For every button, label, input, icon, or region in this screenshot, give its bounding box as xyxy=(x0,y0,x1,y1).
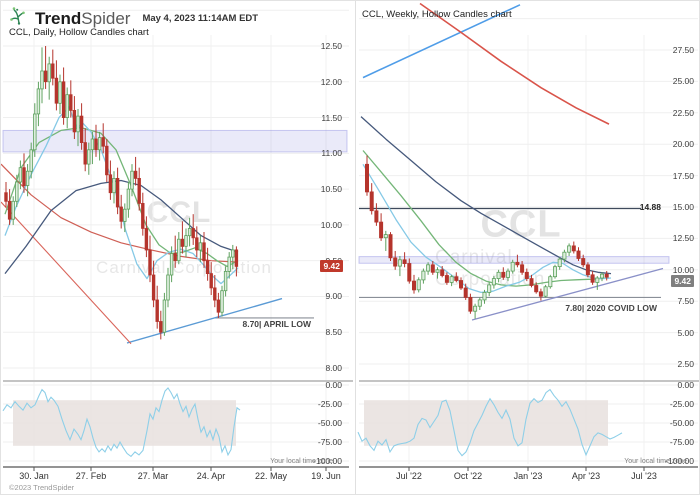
timezone-note-left: Your local time zone xyxy=(270,458,333,465)
y-axis-label: 10.50 xyxy=(320,184,342,195)
x-axis-label: Oct '22 xyxy=(453,471,483,481)
covid-low-annotation: 7.80| 2020 COVID LOW xyxy=(565,303,657,313)
x-axis-label: 22. May xyxy=(254,471,287,481)
header: TrendSpider May 4, 2023 11:14AM EDT xyxy=(9,6,258,31)
x-axis-label: 27. Mar xyxy=(137,471,169,481)
x-axis-label: Jul '23 xyxy=(631,471,657,481)
brand-trend: Trend xyxy=(35,8,82,28)
x-axis-label: 27. Feb xyxy=(75,471,107,481)
last-price-tag-weekly: 9.42 xyxy=(671,275,694,287)
trendspider-logo-icon xyxy=(9,6,29,31)
timezone-note-right: Your local time zone xyxy=(624,458,687,465)
x-axis-label: 24. Apr xyxy=(196,471,226,481)
right-chart-title: CCL, Weekly, Hollow Candles chart xyxy=(362,9,512,20)
y-axis-label: 8.00 xyxy=(325,363,342,374)
y-axis-label: 8.50 xyxy=(325,327,342,338)
y-axis-label: 15.00 xyxy=(672,202,694,212)
weekly-chart-plot-area[interactable] xyxy=(359,35,697,375)
watermark-ticker-left: CCL xyxy=(146,196,212,229)
x-axis-label: Jul '22 xyxy=(396,471,422,481)
y-axis-label: 10.00 xyxy=(672,264,694,275)
y-axis-label: 22.50 xyxy=(672,107,694,118)
oscillator-axis-label: -100.00 xyxy=(313,456,342,466)
oscillator-axis-label: -50.00 xyxy=(669,418,694,428)
x-axis-label: 19. Jun xyxy=(311,471,341,481)
brand-wordmark: TrendSpider xyxy=(35,9,130,29)
daily-chart-plot-area[interactable] xyxy=(3,35,349,375)
oscillator-axis-label: -25.00 xyxy=(317,399,342,409)
oscillator-axis-label: 0.00 xyxy=(677,380,694,390)
y-axis-label: 12.50 xyxy=(672,233,694,244)
panel-divider xyxy=(355,1,356,494)
copyright-note: ©2023 TrendSpider xyxy=(9,483,75,492)
y-axis-label: 17.50 xyxy=(672,170,694,181)
oscillator-axis-label: -100.00 xyxy=(665,456,694,466)
y-axis-label: 10.00 xyxy=(320,219,342,230)
last-price-tag-daily: 9.42 xyxy=(320,260,343,272)
x-axis-label: Apr '23 xyxy=(571,471,601,481)
y-axis-label: 20.00 xyxy=(672,139,694,150)
y-axis-label: 5.00 xyxy=(677,327,694,338)
y-axis-label: 12.50 xyxy=(320,41,342,51)
oscillator-axis-label: -25.00 xyxy=(669,399,694,409)
oscillator-axis-label: -50.00 xyxy=(317,418,342,428)
oscillator-axis-label: -75.00 xyxy=(317,437,342,447)
y-axis-label: 11.00 xyxy=(321,148,342,159)
y-axis-label: 7.50 xyxy=(677,296,694,307)
april-low-annotation: 8.70| APRIL LOW xyxy=(242,319,311,329)
y-axis-label: 9.00 xyxy=(325,291,342,302)
brand-spider: Spider xyxy=(81,8,131,28)
y-axis-label: 11.50 xyxy=(321,112,342,123)
left-chart-title: CCL, Daily, Hollow Candles chart xyxy=(9,27,149,38)
y-axis-label: 2.50 xyxy=(677,359,694,369)
chart-timestamp: May 4, 2023 11:14AM EDT xyxy=(142,13,259,24)
level-14-88-annotation: 14.88 xyxy=(639,202,661,212)
oscillator-axis-label: -75.00 xyxy=(669,437,694,447)
y-axis-label: 27.50 xyxy=(672,45,694,55)
y-axis-label: 12.00 xyxy=(320,76,342,87)
x-axis-label: Jan '23 xyxy=(513,471,543,481)
y-axis-label: 25.00 xyxy=(672,76,694,87)
oscillator-axis-label: 0.00 xyxy=(325,380,342,390)
x-axis-label: 30. Jan xyxy=(19,471,49,481)
